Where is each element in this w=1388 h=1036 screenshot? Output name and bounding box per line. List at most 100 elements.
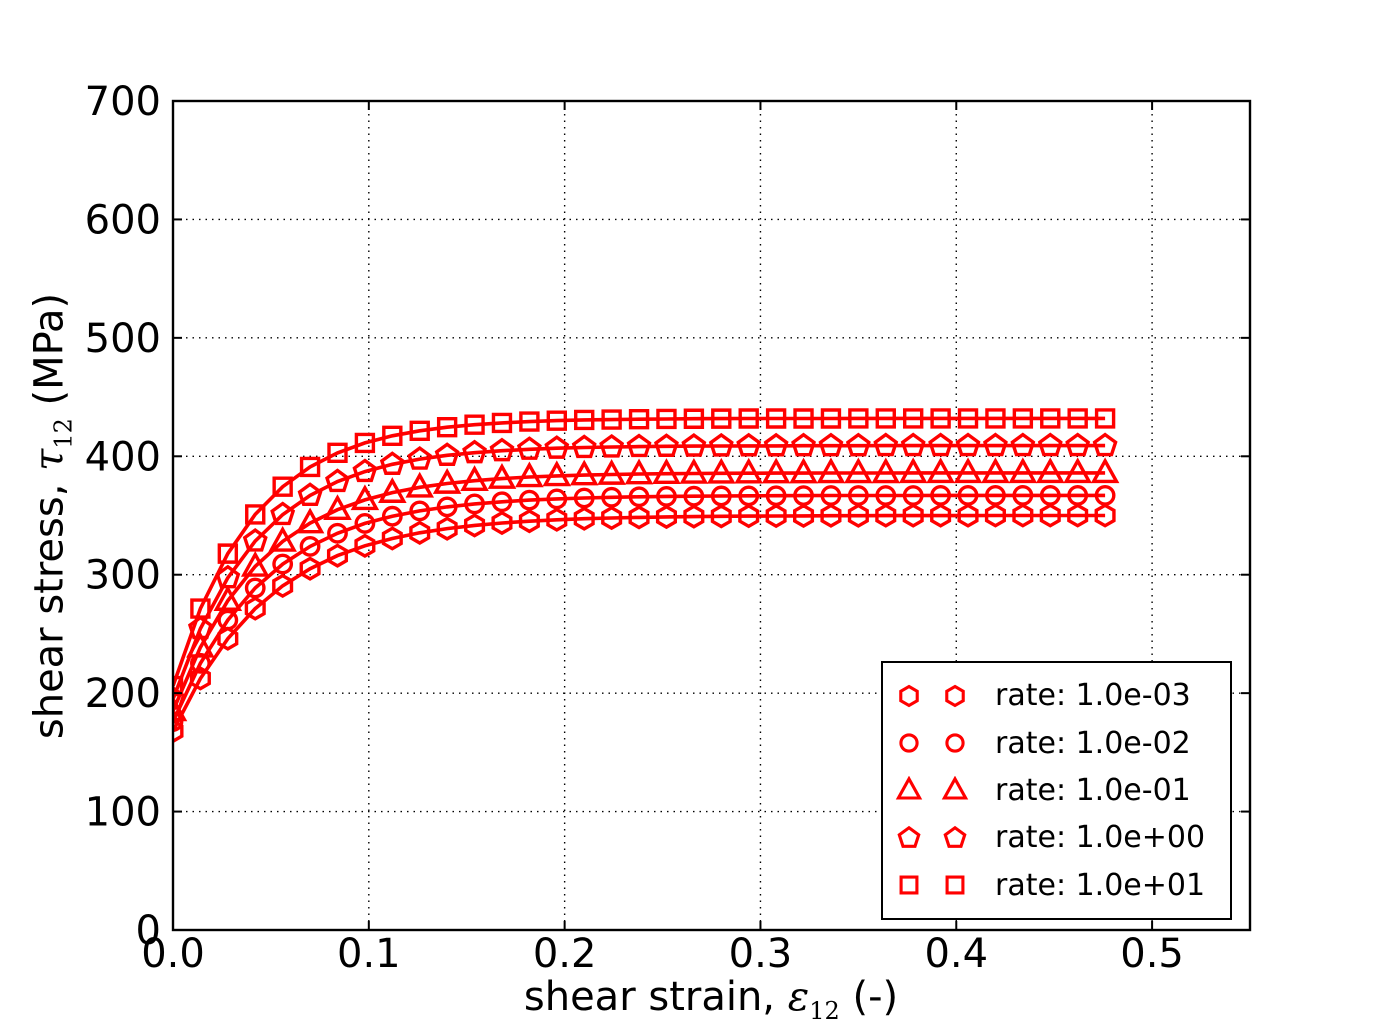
triangle-up-marker [460,465,489,491]
x-tick-label: 0.3 [729,931,793,977]
pentagon-marker [708,432,734,457]
triangle-up-marker [542,460,572,487]
legend-label: rate: 1.0e-01 [995,772,1191,808]
legend-triangle-up-icon [895,776,923,801]
triangle-up-marker [1008,457,1038,484]
square-marker [436,416,458,438]
triangle-up-marker [707,457,736,484]
triangle-up-marker [624,458,654,485]
hexagon-marker [957,503,979,528]
y-axis-label-text: shear stress, [26,470,73,740]
pentagon-marker [270,501,296,526]
square-marker [628,409,650,430]
circle-marker [299,536,321,557]
legend-pentagon-icon [897,825,921,848]
hexagon-marker [899,684,919,708]
hexagon-marker [820,503,842,528]
square-marker [656,408,677,430]
triangle-up-marker [213,585,243,611]
pentagon-marker [571,434,597,459]
curve-square [173,408,1116,697]
circle-marker [793,485,814,506]
hexagon-marker [546,507,568,532]
triangle-up-marker [895,776,923,801]
square-marker [354,432,376,454]
pentagon-marker [955,432,981,457]
x-tick-label: 0.2 [533,931,597,977]
square-marker [902,408,924,429]
triangle-up-marker [941,776,969,801]
epsilon-symbol: ε [787,974,810,1020]
hexagon-marker [984,503,1006,528]
circle-marker [902,485,924,506]
square-marker [820,408,842,429]
hexagon-marker [244,596,266,621]
pentagon-marker [434,442,460,466]
circle-marker [1039,484,1061,506]
circle-marker [1094,484,1116,506]
pentagon-marker [489,437,515,462]
square-marker [793,408,814,429]
legend-circle-icon [945,733,965,753]
legend-item-pentagon: rate: 1.0e+00 [883,820,1230,855]
square-marker [299,456,321,478]
triangle-up-marker [679,457,709,484]
circle-marker [244,577,266,599]
hexagon-marker [189,666,211,691]
pentagon-marker [352,458,378,483]
circle-marker [518,489,540,511]
hexagon-marker [1094,503,1116,528]
hexagon-marker [1039,503,1061,528]
square-marker [1040,408,1061,429]
square-marker [957,408,979,429]
y-tick-label: 400 [85,434,161,480]
square-marker [765,408,787,429]
hexagon-marker [518,509,540,534]
square-marker [875,408,896,429]
pentagon-marker [1092,432,1118,457]
y-tick-label: 300 [85,553,161,599]
x-tick-labels: 0.0 0.1 0.2 0.3 0.4 0.5 [141,931,1184,977]
hexagon-marker [299,556,321,581]
y-tick-label: 600 [85,197,161,243]
circle-marker [847,485,869,506]
pentagon-marker [736,432,762,457]
triangle-up-marker [926,457,955,484]
hexagon-marker [683,504,705,529]
square-marker [464,414,485,435]
square-marker [546,410,567,431]
axes-spines [171,99,1252,932]
square-marker [1067,408,1088,429]
y-tick-label: 500 [85,316,161,362]
pentagon-marker [654,433,679,457]
legend-label: rate: 1.0e+00 [995,820,1206,856]
circle-marker [464,493,485,515]
x-axis-label: shear strain, ε12 (-) [524,974,898,1025]
hexagon-marker [902,503,924,528]
pentagon-marker [325,468,350,493]
tick-marks [172,100,1250,931]
hexagon-marker [464,513,486,538]
y-axis-label: shear stress, τ12 (MPa) [27,293,78,739]
hexagon-marker [765,503,787,529]
circle-marker [601,486,623,508]
circle-marker [738,485,760,507]
triangle-up-marker [734,457,763,484]
triangle-up-marker [323,494,352,520]
circle-marker [710,485,732,507]
square-marker [217,543,239,564]
square-marker [945,875,965,895]
square-marker [930,408,951,429]
triangle-up-marker [515,461,544,488]
curve-circle [173,484,1116,732]
pentagon-marker [845,432,871,457]
pentagon-marker [379,451,405,475]
hexagon-marker [354,533,376,558]
triangle-up-marker [432,468,462,494]
legend-hexagon-icon [945,684,965,708]
circle-marker [683,485,705,507]
square-marker [1012,408,1034,429]
triangle-up-marker [569,459,599,486]
legend: rate: 1.0e-03 rate: 1.0e-02 rate: 1.0e-01 r… [881,661,1232,920]
